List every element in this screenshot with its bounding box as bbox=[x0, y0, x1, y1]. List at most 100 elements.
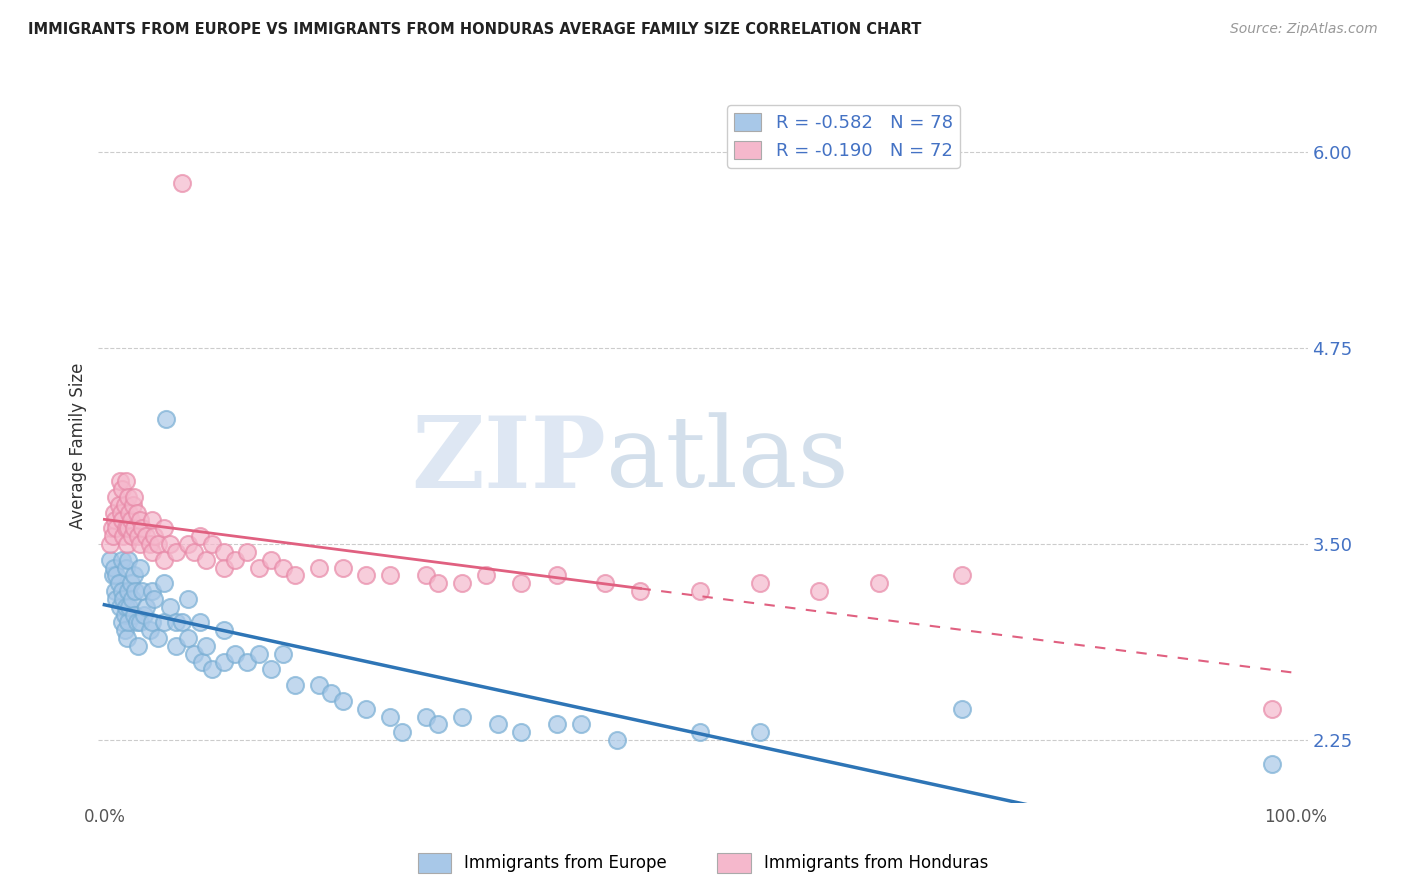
Point bbox=[111, 482, 134, 496]
Point bbox=[105, 568, 128, 582]
Point bbox=[426, 576, 449, 591]
Point bbox=[111, 615, 134, 630]
Point bbox=[104, 514, 127, 528]
Point bbox=[104, 584, 127, 599]
Point bbox=[114, 498, 136, 512]
Point bbox=[105, 490, 128, 504]
Point bbox=[98, 537, 121, 551]
Point bbox=[117, 584, 139, 599]
Point bbox=[122, 568, 145, 582]
Point bbox=[124, 584, 146, 599]
Point bbox=[129, 514, 152, 528]
Point bbox=[107, 576, 129, 591]
Point bbox=[332, 694, 354, 708]
Point bbox=[120, 576, 142, 591]
Point bbox=[630, 584, 652, 599]
Point bbox=[121, 529, 143, 543]
Point bbox=[114, 475, 136, 489]
Point bbox=[200, 537, 222, 551]
Point bbox=[165, 545, 187, 559]
Point bbox=[114, 599, 136, 614]
Text: atlas: atlas bbox=[606, 412, 849, 508]
Text: IMMIGRANTS FROM EUROPE VS IMMIGRANTS FROM HONDURAS AVERAGE FAMILY SIZE CORRELATI: IMMIGRANTS FROM EUROPE VS IMMIGRANTS FRO… bbox=[28, 22, 921, 37]
Point bbox=[191, 655, 214, 669]
Point bbox=[356, 568, 378, 582]
Point bbox=[177, 591, 200, 606]
Y-axis label: Average Family Size: Average Family Size bbox=[69, 363, 87, 529]
Point bbox=[236, 545, 259, 559]
Point bbox=[808, 584, 831, 599]
Point bbox=[132, 607, 155, 622]
Point bbox=[143, 529, 166, 543]
Point bbox=[114, 521, 136, 535]
Point bbox=[141, 615, 163, 630]
Point bbox=[125, 506, 148, 520]
Point bbox=[117, 552, 139, 566]
Point bbox=[107, 498, 129, 512]
Point bbox=[135, 529, 157, 543]
Point bbox=[212, 655, 235, 669]
Point bbox=[165, 639, 187, 653]
Point bbox=[319, 686, 342, 700]
Point bbox=[103, 560, 125, 574]
Point bbox=[212, 560, 235, 574]
Point bbox=[212, 545, 235, 559]
Point bbox=[141, 514, 163, 528]
Point bbox=[224, 647, 246, 661]
Point bbox=[183, 545, 205, 559]
Point bbox=[194, 639, 217, 653]
Point bbox=[101, 568, 124, 582]
Point bbox=[170, 176, 193, 190]
Point bbox=[391, 725, 413, 739]
Point bbox=[308, 678, 330, 692]
Point bbox=[271, 560, 294, 574]
Point bbox=[159, 537, 181, 551]
Point bbox=[212, 624, 235, 638]
Point bbox=[188, 529, 211, 543]
Point bbox=[868, 576, 890, 591]
Point bbox=[141, 584, 163, 599]
Point bbox=[486, 717, 509, 731]
Point bbox=[153, 552, 176, 566]
Point bbox=[100, 521, 122, 535]
Point bbox=[247, 647, 270, 661]
Point bbox=[146, 537, 169, 551]
Point bbox=[111, 514, 134, 528]
Point bbox=[129, 560, 152, 574]
Point bbox=[114, 624, 136, 638]
Point bbox=[105, 591, 128, 606]
Point bbox=[510, 576, 533, 591]
Point bbox=[188, 615, 211, 630]
Point bbox=[122, 490, 145, 504]
Point bbox=[101, 529, 124, 543]
Point bbox=[546, 717, 568, 731]
Point bbox=[689, 584, 711, 599]
Point bbox=[260, 552, 283, 566]
Point bbox=[115, 537, 138, 551]
Point bbox=[950, 702, 973, 716]
Point bbox=[170, 615, 193, 630]
Point bbox=[105, 521, 128, 535]
Point bbox=[332, 560, 354, 574]
Point bbox=[138, 624, 160, 638]
Point bbox=[108, 475, 131, 489]
Point bbox=[380, 568, 402, 582]
Point bbox=[153, 615, 176, 630]
Point bbox=[122, 521, 145, 535]
Point bbox=[606, 733, 628, 747]
Point bbox=[117, 521, 139, 535]
Point bbox=[141, 545, 163, 559]
Legend: R = -0.582   N = 78, R = -0.190   N = 72: R = -0.582 N = 78, R = -0.190 N = 72 bbox=[727, 105, 960, 168]
Point bbox=[224, 552, 246, 566]
Point bbox=[748, 576, 770, 591]
Point bbox=[474, 568, 496, 582]
Point bbox=[127, 639, 149, 653]
Point bbox=[112, 529, 135, 543]
Point bbox=[159, 599, 181, 614]
Point bbox=[146, 631, 169, 645]
Point bbox=[125, 615, 148, 630]
Point bbox=[415, 709, 437, 723]
Point bbox=[569, 717, 592, 731]
Point bbox=[131, 521, 153, 535]
Point bbox=[135, 599, 157, 614]
